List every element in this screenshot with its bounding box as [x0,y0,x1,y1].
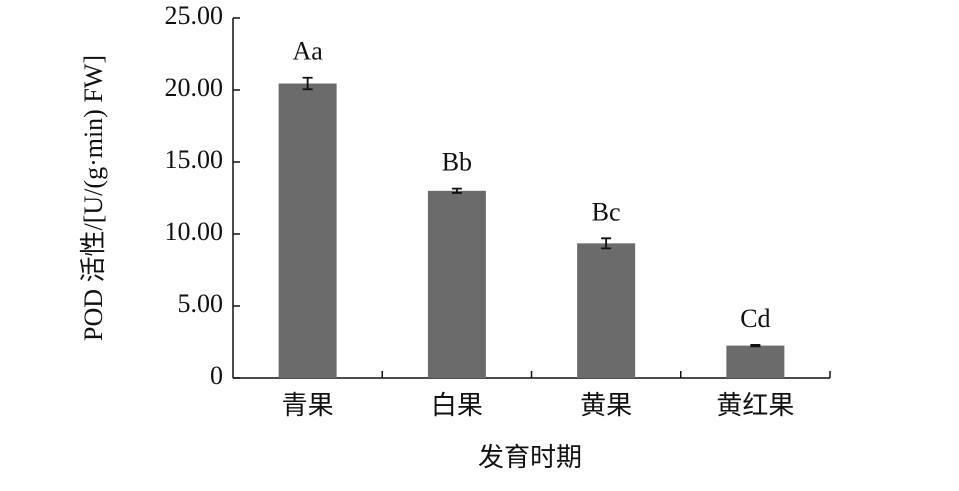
bar-annotation: Cd [740,304,770,333]
error-bar [451,187,462,194]
x-tick-label: 青果 [282,391,334,420]
error-bar [601,237,612,250]
y-tick-label: 0 [210,361,223,390]
bar-annotation: Aa [292,37,323,66]
bar [726,345,785,378]
y-tick-label: 15.00 [165,145,224,174]
y-tick-label: 5.00 [178,289,224,318]
error-bar [750,343,761,348]
x-tick-label: 白果 [431,391,483,420]
y-axis-label: POD 活性/[U/(g·min) FW] [79,55,108,341]
bar [427,190,486,378]
bar [278,83,337,379]
x-tick-label: 黄果 [580,391,632,420]
x-tick-label: 黄红果 [716,391,794,420]
y-tick-label: 25.00 [165,1,224,30]
bar-annotation: Bb [442,148,472,177]
bar [577,243,636,378]
x-axis-label: 发育时期 [478,443,582,472]
bar-annotation: Bc [592,197,621,226]
error-bar [302,76,313,91]
y-tick-label: 20.00 [165,73,224,102]
y-tick-label: 10.00 [165,217,224,246]
